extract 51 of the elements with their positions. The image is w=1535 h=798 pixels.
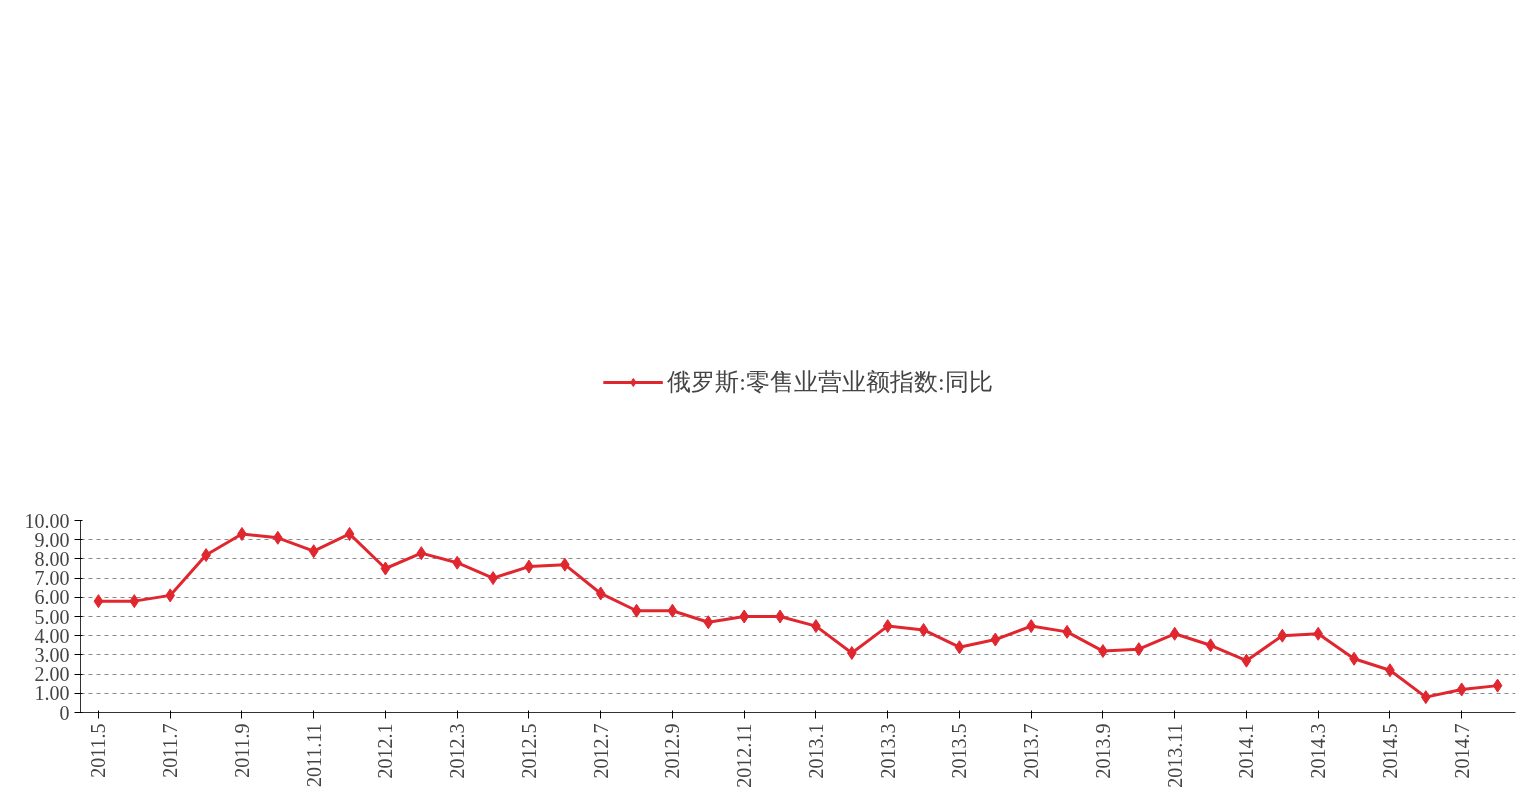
point bbox=[703, 615, 714, 630]
point bbox=[1277, 628, 1288, 643]
x-tick-label: 2013.7 bbox=[1020, 723, 1043, 779]
x-tick-label: 2011.9 bbox=[230, 723, 253, 778]
point bbox=[452, 555, 463, 570]
x-tick-label: 2012.9 bbox=[661, 723, 684, 779]
x-tick-label: 2013.5 bbox=[948, 723, 971, 779]
x-tick-label: 2014.1 bbox=[1235, 723, 1258, 779]
x-tick-label: 2012.5 bbox=[517, 723, 540, 779]
x-tick-label: 2013.3 bbox=[876, 723, 899, 779]
point bbox=[1420, 690, 1431, 705]
point bbox=[882, 619, 893, 634]
point bbox=[272, 530, 283, 545]
point bbox=[1169, 626, 1180, 641]
point bbox=[559, 557, 570, 572]
point bbox=[739, 609, 750, 624]
x-tick-label: 2012.7 bbox=[589, 723, 612, 779]
point bbox=[595, 586, 606, 601]
x-tick-label: 2011.11 bbox=[302, 723, 325, 788]
point bbox=[667, 603, 678, 618]
point bbox=[1026, 619, 1037, 634]
x-tick-label: 2014.5 bbox=[1378, 723, 1401, 779]
x-tick-label: 2013.9 bbox=[1091, 723, 1114, 779]
point bbox=[954, 640, 965, 655]
x-tick-label: 2011.5 bbox=[87, 723, 110, 778]
x-tick-label: 2014.3 bbox=[1307, 723, 1330, 779]
point bbox=[129, 594, 140, 609]
point bbox=[344, 526, 355, 541]
x-tick-label: 2014.7 bbox=[1450, 723, 1473, 779]
point bbox=[1205, 638, 1216, 653]
point bbox=[416, 546, 427, 561]
point bbox=[990, 632, 1001, 647]
legend-label: 俄罗斯:零售业营业额指数:同比 bbox=[667, 368, 993, 397]
point bbox=[1456, 682, 1467, 697]
point bbox=[380, 561, 391, 576]
x-tick-label: 2013.1 bbox=[804, 723, 827, 779]
point bbox=[631, 603, 642, 618]
point bbox=[1492, 678, 1503, 693]
point bbox=[1313, 626, 1324, 641]
point bbox=[1133, 642, 1144, 657]
x-tick-label: 2012.1 bbox=[374, 723, 397, 779]
point bbox=[846, 645, 857, 660]
point bbox=[918, 622, 929, 637]
x-tick-label: 2012.11 bbox=[733, 723, 756, 788]
point bbox=[1241, 653, 1252, 668]
point bbox=[165, 588, 176, 603]
x-tick-label: 2013.11 bbox=[1163, 723, 1186, 788]
x-tick-label: 2011.7 bbox=[159, 723, 182, 778]
point bbox=[308, 544, 319, 559]
x-tick-label: 2012.3 bbox=[446, 723, 469, 779]
point bbox=[93, 594, 104, 609]
